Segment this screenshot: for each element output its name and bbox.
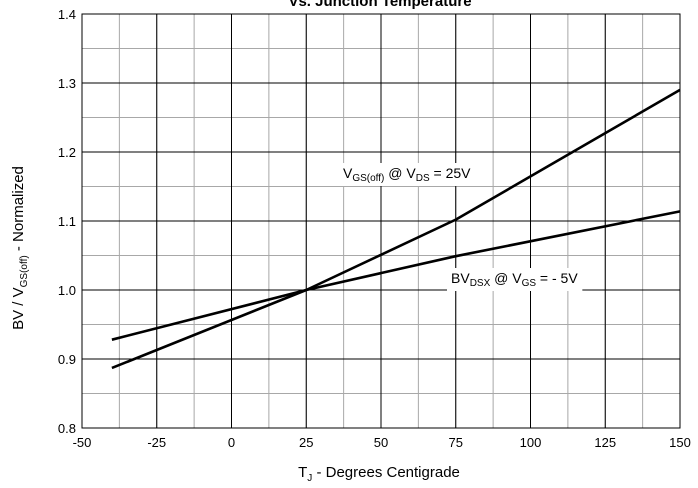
y-tick-label: 1.4	[58, 7, 76, 22]
x-tick-label: 150	[669, 435, 691, 450]
y-tick-labels: 0.8 0.9 1.0 1.1 1.2 1.3 1.4	[58, 7, 76, 436]
y-tick-label: 0.9	[58, 352, 76, 367]
y-tick-label: 0.8	[58, 421, 76, 436]
y-axis-title: BV / VGS(off) - Normalized	[10, 166, 30, 330]
y-tick-label: 1.0	[58, 283, 76, 298]
x-tick-label: -50	[73, 435, 92, 450]
x-tick-label: 75	[449, 435, 463, 450]
chart-title: Vs. Junction Temperature	[288, 0, 471, 10]
series-1-label-background	[339, 163, 476, 186]
y-tick-label: 1.3	[58, 76, 76, 91]
x-tick-labels: -50 -25 0 25 50 75 100 125 150	[73, 435, 691, 450]
x-tick-label: 50	[374, 435, 388, 450]
major-grid	[81, 13, 681, 429]
x-tick-label: -25	[147, 435, 166, 450]
series-2-label: BVDSX @ VGS = - 5V	[451, 270, 578, 289]
x-axis-title: TJ - Degrees Centigrade	[298, 464, 460, 484]
series-1-line	[111, 88, 681, 370]
x-tick-label: 125	[594, 435, 616, 450]
series-1-label: VGS(off) @ VDS = 25V	[343, 165, 471, 184]
y-tick-label: 1.2	[58, 145, 76, 160]
series-2-label-background	[447, 268, 583, 291]
x-tick-label: 100	[520, 435, 542, 450]
plot-frame	[81, 13, 681, 429]
x-tick-label: 25	[299, 435, 313, 450]
series-annotations: VGS(off) @ VDS = 25V BVDSX @ VGS = - 5V	[339, 163, 583, 291]
series-2-line	[111, 210, 681, 341]
series-lines	[111, 88, 681, 370]
y-tick-label: 1.1	[58, 214, 76, 229]
x-tick-label: 0	[228, 435, 235, 450]
